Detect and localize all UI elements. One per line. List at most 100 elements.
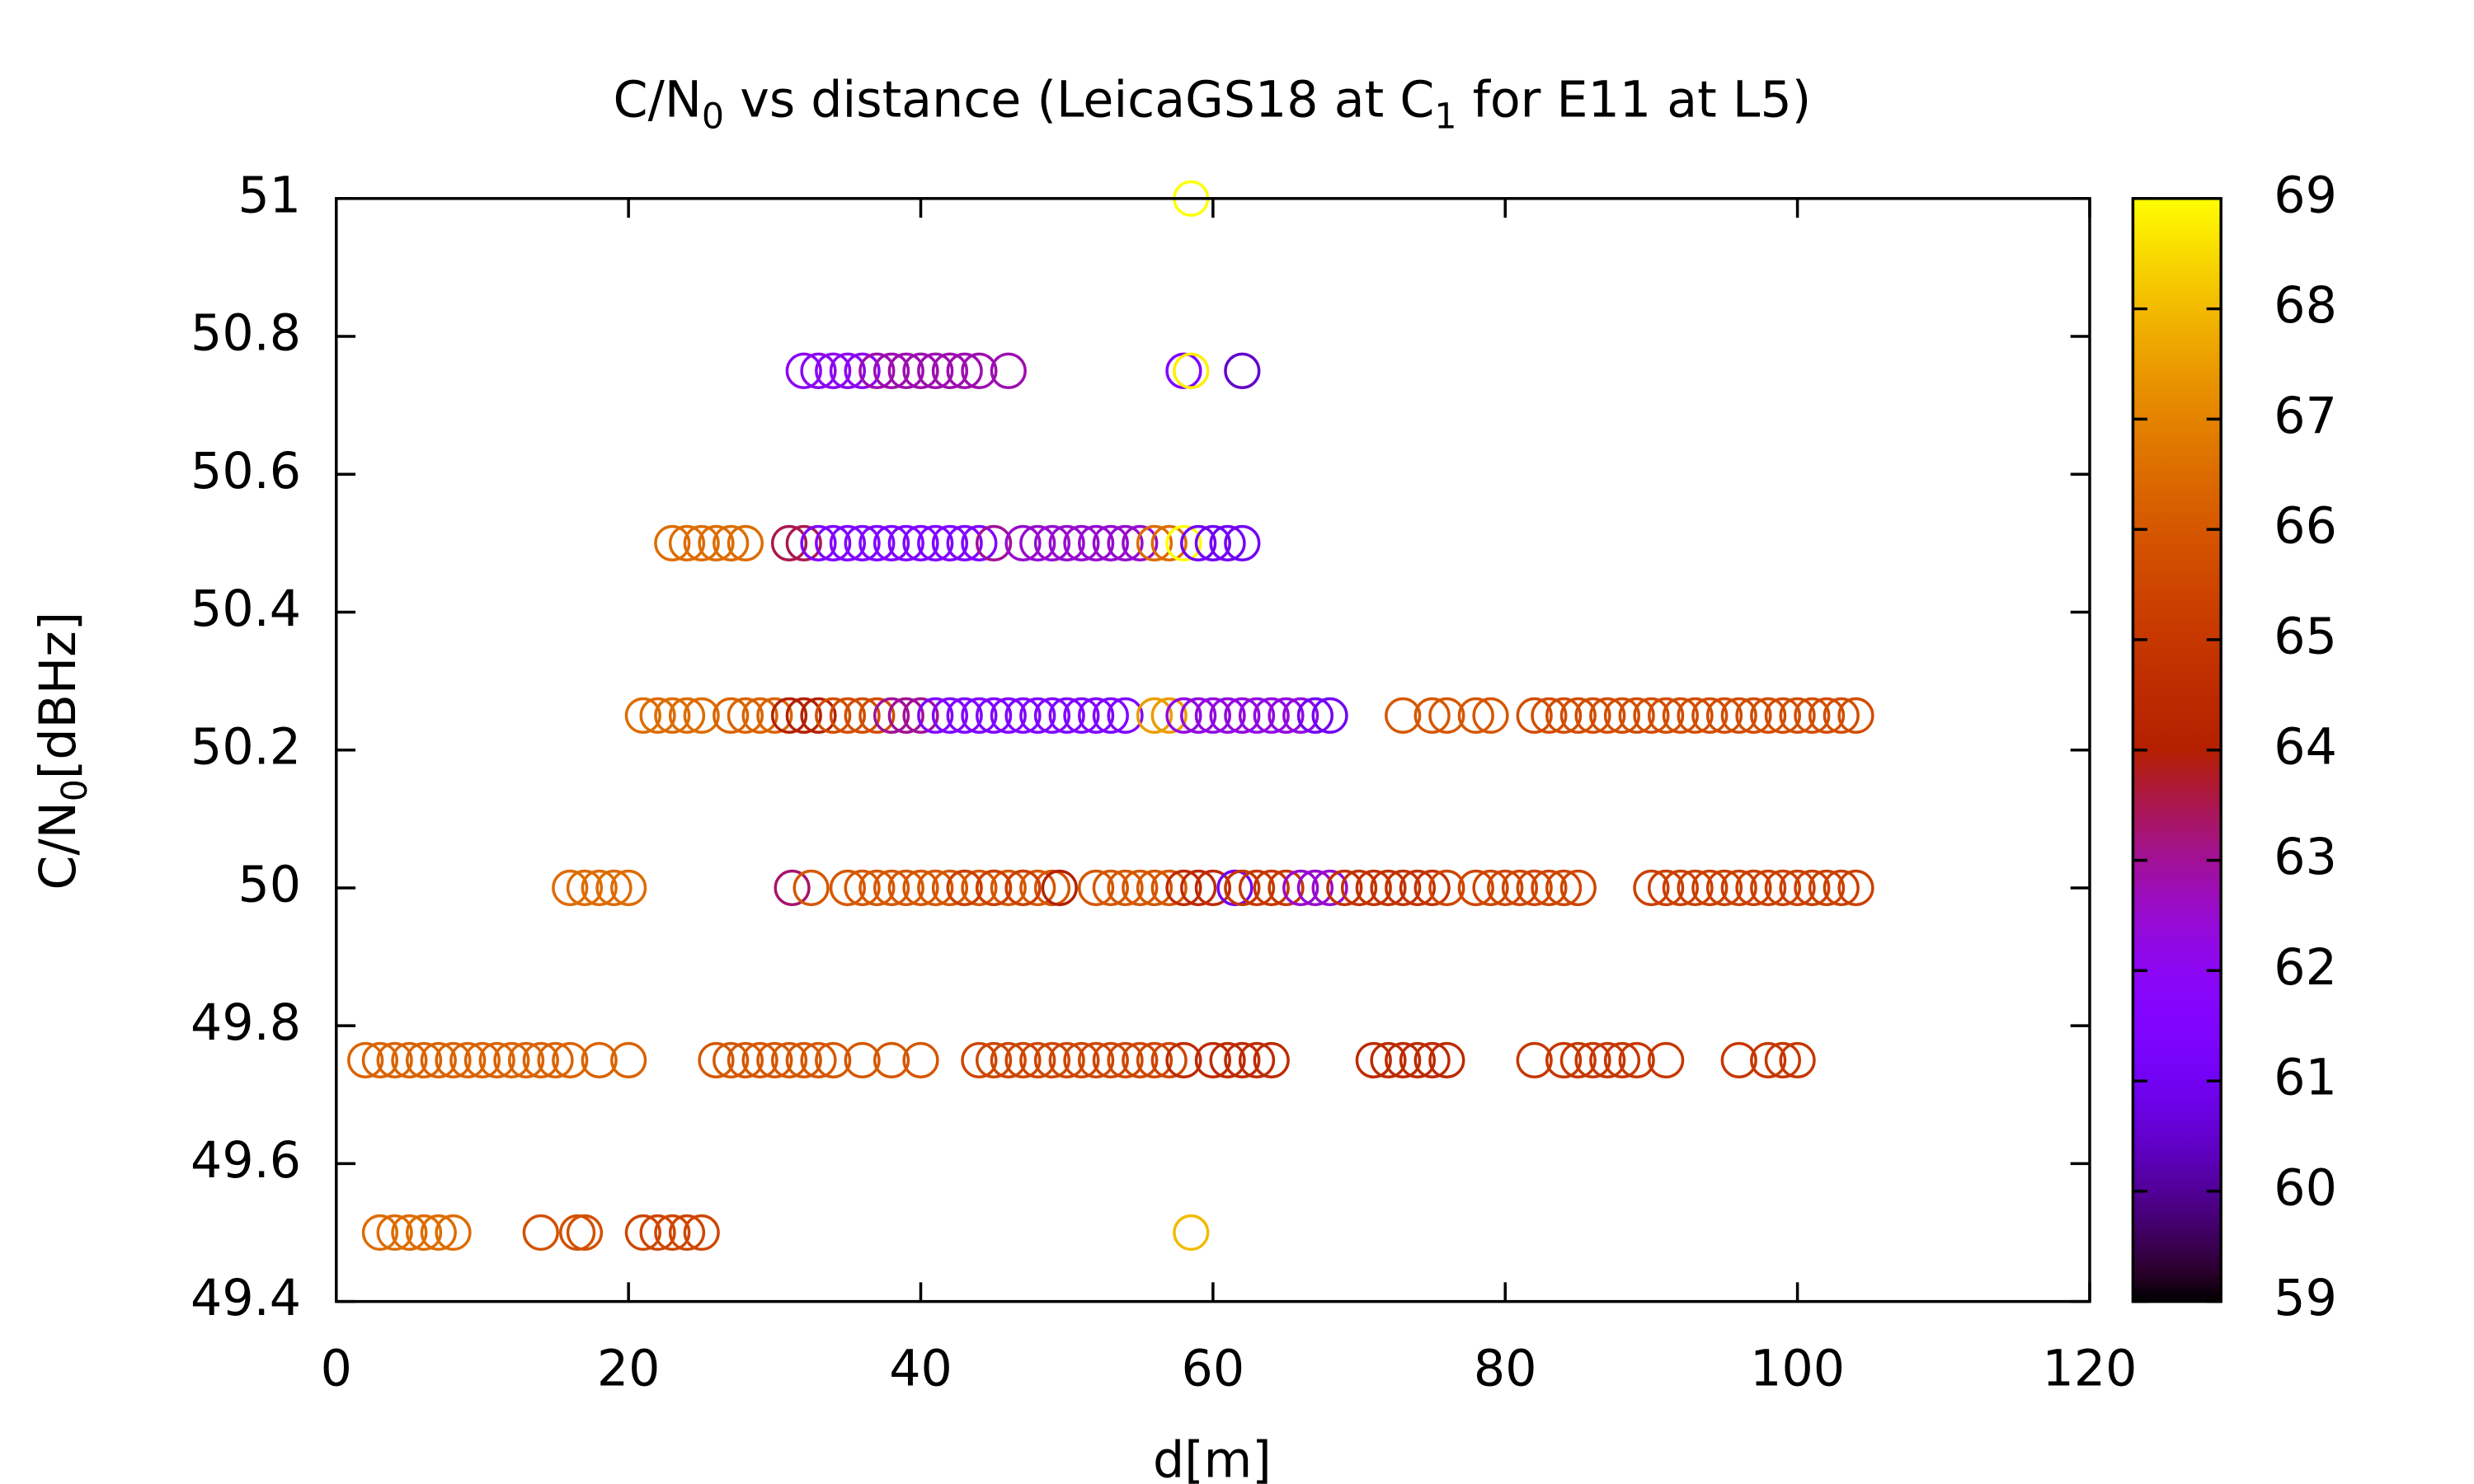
point bbox=[1238, 869, 1276, 907]
point bbox=[1633, 697, 1670, 735]
point bbox=[1092, 869, 1129, 907]
point bbox=[815, 1041, 852, 1079]
point bbox=[858, 524, 896, 561]
point bbox=[1136, 869, 1174, 907]
point bbox=[610, 869, 647, 907]
point bbox=[727, 524, 764, 561]
point bbox=[1136, 1041, 1174, 1079]
point bbox=[1122, 524, 1159, 561]
point bbox=[639, 1214, 676, 1252]
point bbox=[774, 869, 811, 907]
point bbox=[1720, 1041, 1757, 1079]
y-tick-label: 50.6 bbox=[190, 443, 301, 500]
x-tick-label: 80 bbox=[1474, 1341, 1537, 1398]
point bbox=[1559, 869, 1597, 907]
point bbox=[1779, 697, 1816, 735]
point bbox=[1268, 697, 1305, 735]
point bbox=[1472, 869, 1509, 907]
point bbox=[990, 352, 1027, 389]
point bbox=[1574, 697, 1611, 735]
point bbox=[1531, 869, 1568, 907]
point bbox=[1224, 697, 1261, 735]
point bbox=[1209, 524, 1246, 561]
colorbar-tick-label: 69 bbox=[2274, 167, 2337, 224]
point bbox=[1574, 1041, 1611, 1079]
point bbox=[1019, 1041, 1056, 1079]
point bbox=[1457, 869, 1494, 907]
y-tick-label: 50.8 bbox=[190, 305, 301, 363]
point bbox=[800, 1041, 837, 1079]
point bbox=[1648, 697, 1685, 735]
point bbox=[1472, 697, 1509, 735]
point bbox=[1399, 1041, 1437, 1079]
point bbox=[1194, 1041, 1232, 1079]
point bbox=[917, 524, 954, 561]
point bbox=[1589, 697, 1626, 735]
point bbox=[785, 697, 822, 735]
point bbox=[1180, 697, 1217, 735]
point bbox=[887, 352, 924, 389]
point bbox=[975, 1041, 1013, 1079]
point bbox=[829, 697, 867, 735]
point bbox=[581, 869, 618, 907]
point bbox=[668, 697, 706, 735]
point bbox=[727, 1041, 764, 1079]
point bbox=[815, 524, 852, 561]
point bbox=[990, 697, 1027, 735]
point bbox=[1150, 697, 1188, 735]
point bbox=[391, 1041, 428, 1079]
point bbox=[1413, 1041, 1451, 1079]
x-axis-label: d[m] bbox=[1153, 1431, 1272, 1484]
point bbox=[1428, 869, 1465, 907]
point bbox=[931, 524, 969, 561]
y-tick-label: 50.2 bbox=[190, 718, 301, 776]
point bbox=[975, 697, 1013, 735]
point bbox=[478, 1041, 515, 1079]
point bbox=[405, 1214, 443, 1252]
point bbox=[770, 524, 808, 561]
point bbox=[858, 869, 896, 907]
point bbox=[990, 1041, 1027, 1079]
x-tick-label: 0 bbox=[321, 1341, 352, 1398]
point bbox=[1048, 524, 1085, 561]
point bbox=[1165, 697, 1202, 735]
point bbox=[1735, 869, 1772, 907]
point bbox=[1224, 869, 1261, 907]
point bbox=[1238, 697, 1276, 735]
point bbox=[946, 524, 983, 561]
point bbox=[698, 1041, 735, 1079]
point bbox=[713, 1041, 750, 1079]
point bbox=[1355, 1041, 1392, 1079]
point bbox=[741, 697, 778, 735]
point bbox=[1794, 869, 1831, 907]
point bbox=[887, 524, 924, 561]
point bbox=[420, 1214, 457, 1252]
point bbox=[449, 1041, 487, 1079]
point bbox=[1077, 524, 1115, 561]
point bbox=[1413, 697, 1451, 735]
point bbox=[829, 524, 867, 561]
point bbox=[793, 869, 830, 907]
point bbox=[1340, 869, 1378, 907]
point bbox=[1720, 697, 1757, 735]
point bbox=[844, 869, 881, 907]
point bbox=[1794, 697, 1831, 735]
point bbox=[624, 697, 661, 735]
point bbox=[872, 1041, 910, 1079]
point bbox=[1705, 697, 1743, 735]
point bbox=[1764, 1041, 1802, 1079]
point bbox=[858, 697, 896, 735]
point bbox=[1413, 869, 1451, 907]
point bbox=[946, 697, 983, 735]
point bbox=[1063, 1041, 1100, 1079]
point bbox=[1545, 869, 1583, 907]
point bbox=[1122, 1041, 1159, 1079]
point bbox=[1516, 697, 1553, 735]
point bbox=[1779, 1041, 1816, 1079]
point bbox=[1107, 524, 1144, 561]
point bbox=[420, 1041, 457, 1079]
point bbox=[1122, 869, 1159, 907]
point bbox=[1545, 697, 1583, 735]
point bbox=[654, 697, 691, 735]
